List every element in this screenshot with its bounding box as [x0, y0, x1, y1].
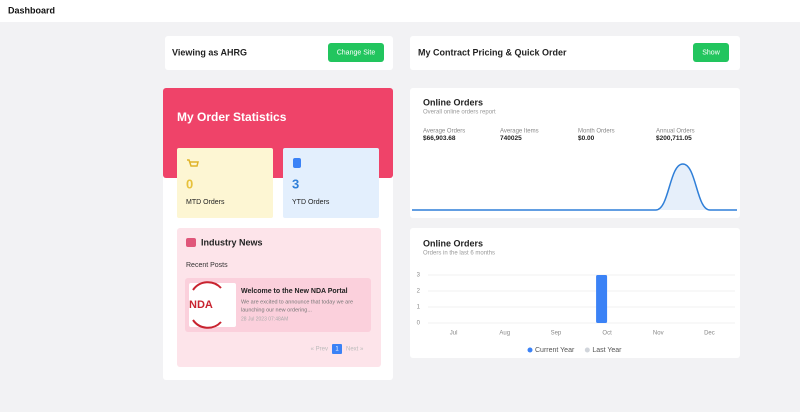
legend-label: Current Year [535, 347, 575, 354]
stat-value: 740025 [500, 135, 522, 142]
ytd-label: YTD Orders [292, 199, 330, 206]
stat-value: $66,903.68 [423, 135, 456, 142]
news-subtitle: Recent Posts [186, 262, 228, 269]
report-title: Online Orders [423, 97, 483, 107]
stat-value: $200,711.05 [656, 135, 692, 142]
x-tick-label: Jul [450, 331, 458, 337]
page-number[interactable]: 1 [335, 347, 339, 353]
logo-arc [192, 281, 222, 329]
area-fill [412, 164, 737, 210]
stat-label: Month Orders [578, 129, 615, 135]
post-date: 28 Jul 2023 07:48AM [241, 316, 288, 322]
months-card [410, 228, 740, 358]
y-tick-label: 2 [417, 289, 421, 295]
post-image [189, 283, 236, 327]
months-title: Online Orders [423, 238, 483, 248]
cart-icon [187, 159, 199, 167]
ytd-tile [283, 148, 379, 218]
y-tick-label: 3 [417, 273, 421, 279]
post-title[interactable]: Welcome to the New NDA Portal [241, 288, 348, 295]
button-label[interactable]: Change Site [337, 49, 376, 56]
x-tick-label: Oct [602, 331, 612, 337]
months-subtitle: Orders in the last 6 months [423, 251, 495, 257]
legend-dot [527, 347, 533, 353]
legend-dot [584, 347, 590, 353]
area-line [411, 163, 737, 211]
y-tick-label: 0 [417, 321, 421, 327]
x-tick-label: Nov [653, 331, 664, 337]
logo-text: NDA [189, 299, 213, 311]
stat-label: Average Orders [423, 129, 465, 135]
report-card [410, 88, 740, 218]
next-link[interactable]: Next » [346, 347, 364, 353]
mtd-tile [177, 148, 273, 218]
post-text: We are excited to announce that today we… [241, 299, 353, 305]
site-text: Viewing as AHRG [172, 47, 247, 57]
stat-label: Average Items [500, 129, 539, 135]
page-button[interactable] [332, 344, 342, 354]
mtd-label: MTD Orders [186, 199, 225, 206]
show-button[interactable] [693, 43, 729, 62]
pricing-text: My Contract Pricing & Quick Order [418, 47, 567, 57]
post-text: launching our new ordering... [241, 307, 312, 313]
x-tick-label: Sep [551, 331, 562, 337]
x-tick-label: Aug [499, 331, 510, 337]
header-title: Dashboard [8, 5, 55, 15]
stat-label: Annual Orders [656, 129, 695, 135]
button-label[interactable]: Show [702, 49, 720, 56]
mtd-value: 0 [186, 176, 193, 191]
badge-icon [293, 158, 301, 168]
news-icon [186, 238, 196, 247]
ytd-value: 3 [292, 176, 299, 191]
stat-value: $0.00 [578, 135, 595, 142]
bar [596, 275, 608, 323]
x-tick-label: Dec [704, 331, 715, 337]
legend-label: Last Year [592, 347, 622, 354]
pricing-card [410, 36, 740, 70]
change-site-button[interactable] [328, 43, 384, 62]
y-tick-label: 1 [417, 305, 421, 311]
top-bar [0, 0, 800, 22]
report-subtitle: Overall online orders report [423, 110, 496, 116]
prev-link[interactable]: « Prev [311, 347, 328, 353]
news-title: Industry News [201, 237, 263, 247]
stats-title: My Order Statistics [177, 110, 287, 124]
